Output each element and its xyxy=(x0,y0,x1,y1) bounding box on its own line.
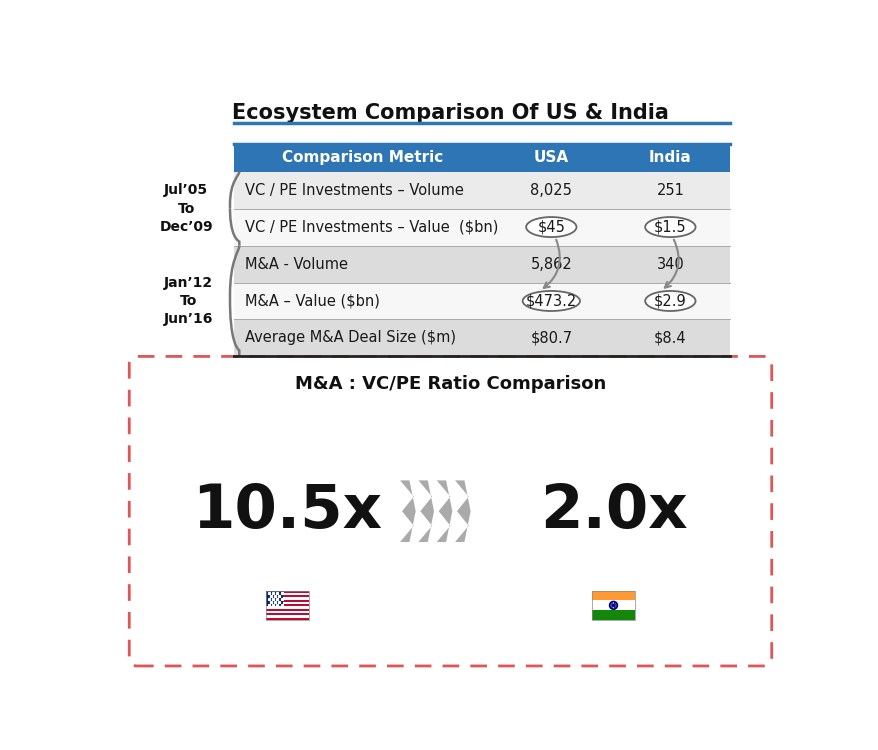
Text: VC / PE Investments – Value  ($bn): VC / PE Investments – Value ($bn) xyxy=(244,220,498,235)
Bar xyxy=(266,611,308,614)
Text: USA: USA xyxy=(533,150,568,165)
Bar xyxy=(234,144,729,172)
Bar xyxy=(266,614,308,616)
Bar xyxy=(234,209,729,245)
Ellipse shape xyxy=(644,291,694,311)
Bar xyxy=(234,245,729,283)
PathPatch shape xyxy=(418,481,434,542)
Bar xyxy=(592,591,634,620)
Text: $80.7: $80.7 xyxy=(529,331,572,346)
Bar xyxy=(234,320,729,356)
Bar xyxy=(592,610,634,620)
Text: Ecosystem Comparison Of US & India: Ecosystem Comparison Of US & India xyxy=(232,103,668,123)
PathPatch shape xyxy=(436,481,452,542)
Text: Comparison Metric: Comparison Metric xyxy=(282,150,443,165)
Bar xyxy=(592,591,634,601)
FancyBboxPatch shape xyxy=(129,356,771,666)
Ellipse shape xyxy=(526,217,576,237)
Text: 8,025: 8,025 xyxy=(529,182,572,197)
Text: 340: 340 xyxy=(656,256,683,272)
Bar xyxy=(266,591,283,607)
Text: Jul’05
To
Dec’09: Jul’05 To Dec’09 xyxy=(159,183,212,234)
Text: $45: $45 xyxy=(536,220,565,235)
Text: M&A : VC/PE Ratio Comparison: M&A : VC/PE Ratio Comparison xyxy=(294,375,606,393)
Text: $8.4: $8.4 xyxy=(653,331,686,346)
Bar xyxy=(266,591,308,620)
Bar xyxy=(234,172,729,208)
Text: 10.5x: 10.5x xyxy=(192,482,382,541)
Text: Average M&A Deal Size ($m): Average M&A Deal Size ($m) xyxy=(244,331,455,346)
Text: $1.5: $1.5 xyxy=(653,220,686,235)
Bar xyxy=(592,601,634,610)
Ellipse shape xyxy=(522,291,579,311)
Bar xyxy=(234,283,729,320)
Bar xyxy=(266,604,308,607)
Bar xyxy=(266,618,308,620)
Text: VC / PE Investments – Volume: VC / PE Investments – Volume xyxy=(244,182,463,197)
Bar xyxy=(266,602,308,604)
Ellipse shape xyxy=(644,217,694,237)
PathPatch shape xyxy=(399,481,415,542)
Bar xyxy=(266,596,308,598)
Text: $2.9: $2.9 xyxy=(653,293,686,308)
Text: $473.2: $473.2 xyxy=(525,293,576,308)
Text: 251: 251 xyxy=(656,182,683,197)
Text: 2.0x: 2.0x xyxy=(539,482,687,541)
Bar xyxy=(266,600,308,602)
Bar xyxy=(266,607,308,609)
Text: 5,862: 5,862 xyxy=(529,256,572,272)
Text: M&A – Value ($bn): M&A – Value ($bn) xyxy=(244,293,379,308)
Bar xyxy=(266,616,308,618)
Bar xyxy=(266,593,308,596)
Bar xyxy=(266,598,308,600)
Bar xyxy=(266,591,308,593)
Text: M&A - Volume: M&A - Volume xyxy=(244,256,348,272)
PathPatch shape xyxy=(455,481,470,542)
Text: India: India xyxy=(648,150,691,165)
Text: Jan’12
To
Jun’16: Jan’12 To Jun’16 xyxy=(163,275,212,326)
Bar xyxy=(266,609,308,611)
